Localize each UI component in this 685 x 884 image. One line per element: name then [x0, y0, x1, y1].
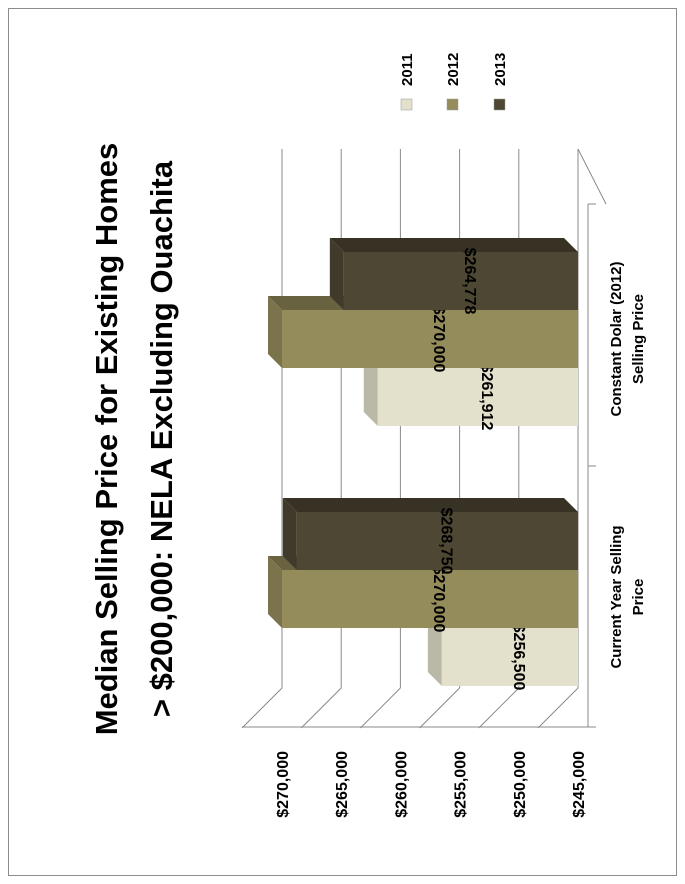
data-label: $261,912	[478, 364, 495, 431]
tick-label: $250,000	[512, 751, 529, 818]
bar-2013-2: $264,778	[330, 238, 578, 314]
bar-front-face	[344, 252, 578, 310]
chart-svg: Median Selling Price for Existing Homes …	[9, 9, 678, 877]
gridline-floor	[479, 688, 519, 728]
legend-swatch	[447, 99, 458, 110]
chart-subtitle: > $200,000: NELA Excluding Ouachita	[144, 160, 179, 717]
gridline-floor	[242, 688, 282, 728]
chart-frame: Median Selling Price for Existing Homes …	[8, 8, 677, 876]
category-label-line: Selling Price	[630, 294, 647, 384]
bar-side-face	[283, 498, 578, 512]
bar-side-face	[330, 238, 578, 252]
legend-label: 2012	[445, 53, 462, 86]
gridline-floor	[538, 688, 578, 728]
data-label: $270,000	[430, 306, 447, 373]
gridline-floor	[301, 688, 341, 728]
category-label-line: Current Year Selling	[608, 525, 625, 668]
legend-swatch	[401, 99, 412, 110]
tick-label: $265,000	[334, 751, 351, 818]
wall-edge	[578, 149, 606, 204]
bar-2013-1: $268,750	[283, 498, 578, 574]
data-label: $264,778	[461, 248, 478, 315]
legend: 2011 2012 2013	[399, 53, 509, 110]
bar-front-face	[297, 512, 578, 570]
bar-front-face	[282, 570, 578, 628]
value-tick-labels: $245,000 $250,000 $255,000 $260,000 $265,000…	[275, 751, 588, 818]
tick-label: $260,000	[393, 751, 410, 818]
legend-label: 2011	[399, 53, 416, 86]
tick-label: $245,000	[571, 751, 588, 818]
data-label: $270,000	[430, 566, 447, 633]
category-label-line: Constant Dolar (2012)	[608, 261, 625, 416]
bars: $256,500$270,000$268,750$261,912$270,000…	[268, 238, 578, 690]
data-label: $268,750	[437, 508, 454, 575]
legend-item-2011: 2011	[399, 53, 416, 110]
gridline-floor	[420, 688, 460, 728]
data-label: $256,500	[510, 624, 527, 691]
gridline-floor	[360, 688, 400, 728]
legend-item-2012: 2012	[445, 53, 462, 110]
category-label: Current Year Selling Price	[608, 525, 647, 668]
category-label: Constant Dolar (2012) Selling Price	[608, 261, 647, 416]
tick-label: $255,000	[453, 751, 470, 818]
bar-front-face	[282, 310, 578, 368]
bar-front-face	[442, 628, 578, 686]
chart-title: Median Selling Price for Existing Homes	[89, 143, 124, 736]
legend-label: 2013	[492, 53, 509, 86]
legend-swatch	[494, 99, 505, 110]
legend-item-2013: 2013	[492, 53, 509, 110]
category-labels: Current Year Selling Price Constant Dolar …	[608, 261, 647, 668]
tick-label: $270,000	[275, 751, 292, 818]
category-label-line: Price	[630, 579, 647, 616]
